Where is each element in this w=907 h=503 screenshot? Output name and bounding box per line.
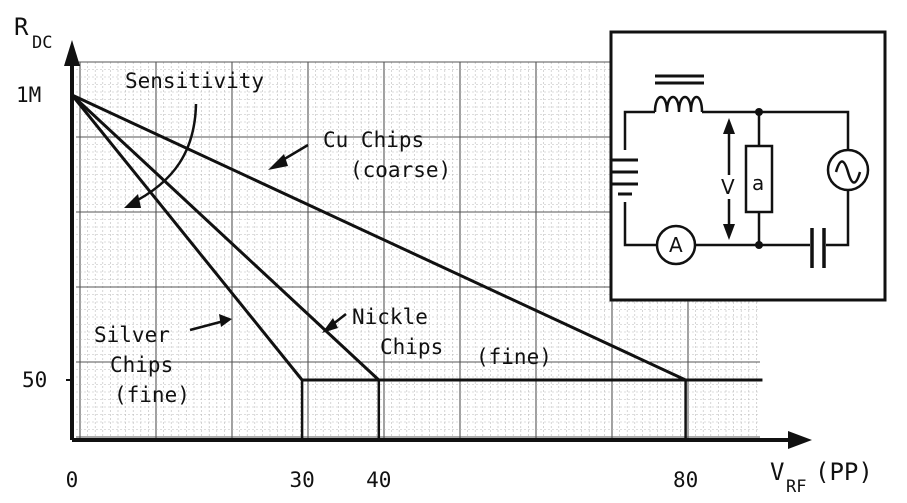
series-point bbox=[70, 93, 74, 97]
annotation-cu-coarse: (coarse) bbox=[350, 158, 451, 182]
series-point bbox=[684, 378, 688, 382]
annotation-sensitivity: Sensitivity bbox=[125, 69, 264, 93]
circuit-inset: a V A bbox=[609, 30, 887, 302]
annotation-silver-fine: (fine) bbox=[114, 383, 190, 407]
voltage-label: V bbox=[721, 175, 735, 199]
y-axis-label-sub: DC bbox=[32, 33, 52, 53]
nickle-pointer-arrowhead bbox=[322, 318, 338, 333]
battery-icon bbox=[612, 158, 638, 196]
x-axis-label-sub: RF bbox=[786, 477, 806, 497]
ac-source-icon bbox=[826, 148, 870, 192]
x-tick-label-30: 30 bbox=[289, 468, 314, 492]
y-axis-label: R bbox=[14, 13, 29, 41]
x-ticks: 0 30 40 80 bbox=[66, 380, 698, 492]
x-axis bbox=[72, 431, 812, 449]
cu-pointer-arrowhead bbox=[268, 154, 288, 170]
y-axis bbox=[64, 40, 80, 440]
series-point bbox=[300, 378, 304, 382]
x-tick-label-40: 40 bbox=[366, 468, 391, 492]
data-series bbox=[70, 93, 763, 382]
sensitivity-arrow bbox=[129, 103, 198, 206]
silver-pointer-arrowhead bbox=[219, 314, 232, 327]
series-point bbox=[377, 378, 381, 382]
annotation-nickle-chips: Chips bbox=[380, 335, 443, 359]
inductor-icon bbox=[653, 74, 704, 113]
annotation-nickle: Nickle bbox=[352, 305, 428, 329]
y-tick-label-50: 50 bbox=[22, 368, 47, 392]
x-axis-label-suffix: (PP) bbox=[815, 458, 873, 486]
x-tick-label-80: 80 bbox=[673, 468, 698, 492]
x-axis-label: V bbox=[770, 458, 784, 486]
sensitivity-arrowhead bbox=[124, 194, 141, 208]
annotation-silver: Silver bbox=[94, 323, 170, 347]
ammeter-icon bbox=[655, 224, 697, 266]
silver-pointer-arrow bbox=[189, 319, 225, 332]
annotation-fine-right: (fine) bbox=[476, 345, 552, 369]
resistor-a bbox=[744, 144, 774, 214]
ammeter-label: A bbox=[669, 233, 683, 257]
capacitor-icon bbox=[810, 228, 826, 268]
resistor-label: a bbox=[752, 171, 764, 195]
annotation-cu-chips: Cu Chips bbox=[323, 128, 424, 152]
y-tick-label-1m: 1M bbox=[16, 83, 41, 107]
x-tick-label-0: 0 bbox=[66, 468, 79, 492]
annotation-silver-chips: Chips bbox=[110, 353, 173, 377]
